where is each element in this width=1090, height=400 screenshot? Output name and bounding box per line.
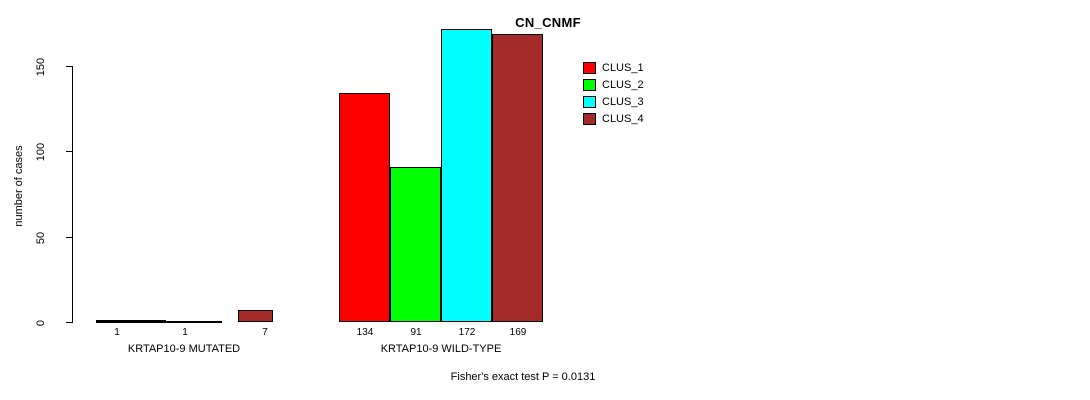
group-label-wildtype: KRTAP10-9 WILD-TYPE: [380, 343, 502, 355]
chart-title-text: CN_CNMF: [515, 15, 581, 30]
bar-wildtype-clus1: [339, 93, 390, 322]
legend-swatch-clus1: [583, 61, 596, 74]
legend-swatch-clus2: [583, 78, 596, 91]
bar-mutated-clus4: [238, 310, 273, 322]
group-label-mutated: KRTAP10-9 MUTATED: [127, 343, 241, 355]
bar-value-wildtype-clus2: 91: [410, 327, 422, 338]
legend-item-clus3: CLUS_3: [583, 94, 644, 109]
legend-label-clus2: CLUS_2: [602, 78, 644, 91]
bar-value-mutated-clus1: 1: [114, 327, 120, 338]
y-tick-0: [66, 322, 73, 323]
bar-wildtype-clus4: [492, 34, 543, 322]
legend-label-clus1: CLUS_1: [602, 61, 644, 74]
y-tick-label-150: 150: [35, 57, 47, 77]
y-tick-label-100: 100: [35, 142, 47, 162]
legend-swatch-clus3: [583, 95, 596, 108]
mutated-zero-baseline: [96, 321, 222, 323]
bar-wildtype-clus3: [441, 29, 492, 322]
chart-footnote: Fisher's exact test P = 0.0131: [0, 371, 1090, 383]
chart-title: CN_CNMF: [0, 15, 1090, 30]
legend-item-clus1: CLUS_1: [583, 60, 644, 75]
y-axis-line: [72, 66, 73, 323]
chart-legend: CLUS_1 CLUS_2 CLUS_3 CLUS_4: [583, 60, 644, 128]
legend-item-clus2: CLUS_2: [583, 77, 644, 92]
y-tick-100: [66, 151, 73, 152]
legend-label-clus4: CLUS_4: [602, 112, 644, 125]
bar-wildtype-clus2: [390, 167, 441, 322]
bar-value-mutated-clus4: 7: [262, 327, 268, 338]
bar-value-wildtype-clus3: 172: [458, 327, 476, 338]
y-tick-label-0: 0: [35, 319, 47, 327]
bar-value-mutated-clus2: 1: [182, 327, 188, 338]
legend-swatch-clus4: [583, 112, 596, 125]
legend-label-clus3: CLUS_3: [602, 95, 644, 108]
bar-value-wildtype-clus4: 169: [509, 327, 527, 338]
y-axis-title: number of cases: [13, 145, 25, 227]
y-tick-label-50: 50: [35, 231, 47, 245]
bar-value-wildtype-clus1: 134: [356, 327, 374, 338]
legend-item-clus4: CLUS_4: [583, 111, 644, 126]
chart-footnote-text: Fisher's exact test P = 0.0131: [450, 371, 596, 383]
y-tick-50: [66, 237, 73, 238]
y-tick-150: [66, 66, 73, 67]
